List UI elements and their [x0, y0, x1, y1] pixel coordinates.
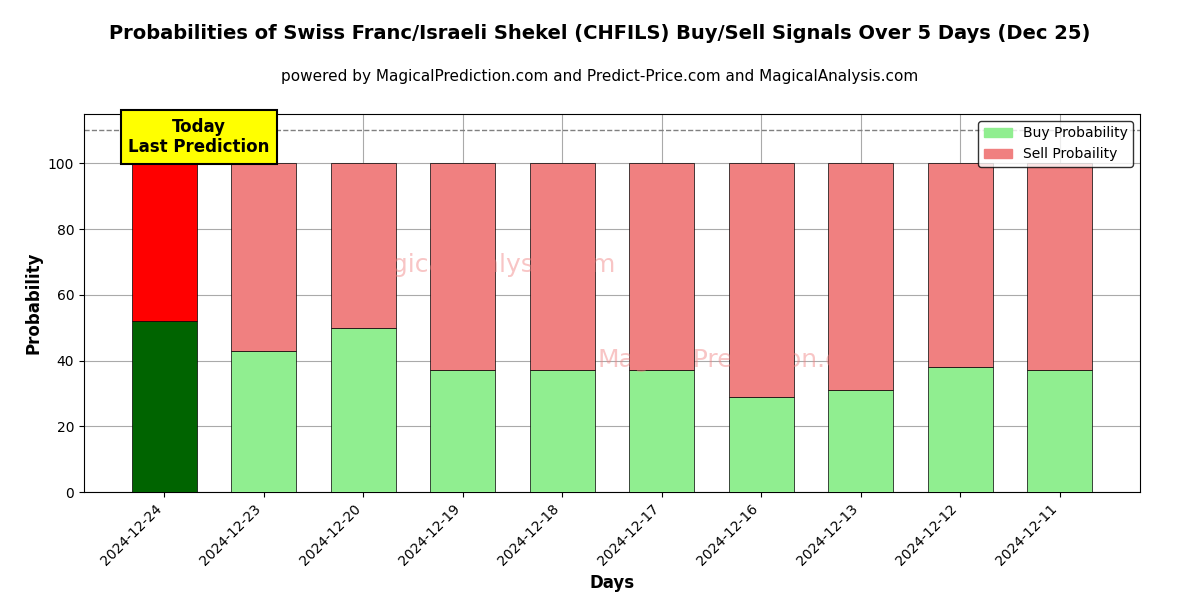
Bar [132, 163, 197, 321]
Bar [431, 163, 496, 370]
Bar [232, 350, 296, 492]
Bar [928, 367, 992, 492]
Bar [728, 397, 793, 492]
Bar [828, 390, 893, 492]
Legend: Buy Probability, Sell Probaility: Buy Probability, Sell Probaility [978, 121, 1133, 167]
Bar [630, 163, 694, 370]
Y-axis label: Probability: Probability [24, 252, 42, 354]
Bar [431, 370, 496, 492]
Bar [1027, 370, 1092, 492]
Bar [132, 321, 197, 492]
Text: powered by MagicalPrediction.com and Predict-Price.com and MagicalAnalysis.com: powered by MagicalPrediction.com and Pre… [281, 69, 919, 84]
Text: MagicalPrediction.com: MagicalPrediction.com [598, 347, 880, 371]
Bar [1027, 163, 1092, 370]
Text: MagicalAnalysis.com: MagicalAnalysis.com [355, 253, 616, 277]
Bar [331, 328, 396, 492]
Bar [232, 163, 296, 350]
X-axis label: Days: Days [589, 574, 635, 592]
Text: Probabilities of Swiss Franc/Israeli Shekel (CHFILS) Buy/Sell Signals Over 5 Day: Probabilities of Swiss Franc/Israeli She… [109, 24, 1091, 43]
Bar [530, 370, 594, 492]
Bar [331, 163, 396, 328]
Bar [630, 370, 694, 492]
Bar [530, 163, 594, 370]
Bar [928, 163, 992, 367]
Bar [828, 163, 893, 390]
Text: Today
Last Prediction: Today Last Prediction [128, 118, 270, 157]
Bar [728, 163, 793, 397]
